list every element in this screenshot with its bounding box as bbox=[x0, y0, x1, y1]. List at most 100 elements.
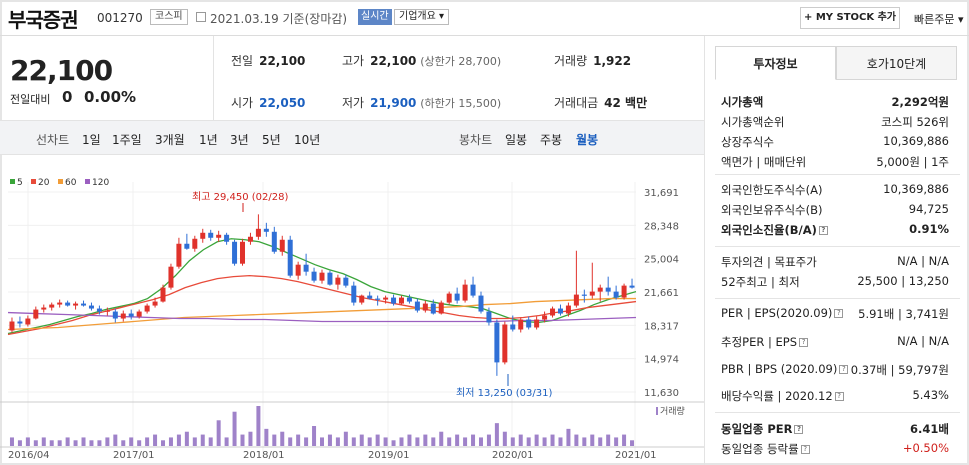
divider bbox=[715, 298, 960, 299]
candle-body bbox=[494, 322, 500, 363]
period-tab-10y[interactable]: 10년 bbox=[294, 133, 321, 147]
volume-bar bbox=[351, 437, 356, 446]
price-stats: 전일 22,100 고가 22,100 (상한가 28,700) 거래량 1,922 … bbox=[214, 36, 704, 120]
volume-bar bbox=[97, 440, 102, 446]
info-row-label: 동일업종 등락률? bbox=[721, 441, 810, 457]
period-tab-1y[interactable]: 1년 bbox=[199, 133, 218, 147]
add-my-stock-button[interactable]: + MY STOCK 추가 bbox=[800, 7, 900, 29]
candle-body bbox=[367, 295, 373, 299]
info-row-value: 5.91배 | 3,741원 bbox=[858, 307, 949, 321]
candle-body bbox=[192, 238, 198, 249]
candle-body bbox=[398, 297, 404, 304]
period-tab-3m[interactable]: 3개월 bbox=[155, 133, 185, 147]
period-tab-1d[interactable]: 1일 bbox=[82, 133, 101, 147]
info-row-label: 52주최고 | 최저 bbox=[721, 275, 800, 289]
volume-bar bbox=[105, 437, 110, 446]
candle-body bbox=[81, 303, 87, 306]
volume-bar bbox=[49, 440, 54, 446]
candle-body bbox=[383, 297, 389, 300]
volume-bar bbox=[550, 434, 555, 446]
candle-tab-weekly[interactable]: 주봉 bbox=[540, 133, 563, 147]
stat-lower-limit: (하한가 15,500) bbox=[420, 97, 502, 110]
candle-body bbox=[422, 303, 428, 311]
min-price-label: 최저 13,250 (03/31) bbox=[456, 387, 552, 399]
info-row-value: 0.91% bbox=[909, 222, 949, 236]
volume-bar bbox=[304, 437, 309, 446]
candle-body bbox=[526, 319, 532, 328]
help-icon[interactable]: ? bbox=[800, 445, 810, 454]
info-row-label: 시가총액순위 bbox=[721, 115, 785, 129]
stat-low-label: 저가 bbox=[342, 96, 365, 110]
candle-body bbox=[414, 301, 420, 311]
candle-body bbox=[112, 311, 118, 319]
candle-body bbox=[597, 287, 603, 292]
candle-body bbox=[120, 313, 126, 319]
period-tab-3y[interactable]: 3년 bbox=[230, 133, 249, 147]
price-chart[interactable]: 31,691 28,348 25,004 21,661 18,317 14,974 11,6… bbox=[0, 156, 704, 465]
stat-high-label: 고가 bbox=[342, 54, 365, 68]
candle-body bbox=[200, 232, 206, 239]
stat-high: 고가 22,100 (상한가 28,700) bbox=[342, 52, 501, 69]
period-tab-5y[interactable]: 5년 bbox=[262, 133, 281, 147]
volume-bar bbox=[137, 440, 142, 446]
volume-bar bbox=[502, 431, 507, 446]
stat-prev: 전일 22,100 bbox=[231, 52, 305, 69]
candle-tab-daily[interactable]: 일봉 bbox=[505, 133, 528, 147]
candle-body bbox=[295, 264, 301, 276]
candle-body bbox=[375, 298, 381, 300]
volume-bar bbox=[320, 437, 324, 446]
candle-body bbox=[502, 324, 508, 363]
volume-bar bbox=[176, 434, 181, 446]
quick-order-dropdown[interactable]: 빠른주문 ▾ bbox=[914, 11, 964, 27]
help-icon[interactable]: ? bbox=[799, 338, 809, 347]
candle-body bbox=[96, 308, 102, 312]
x-tick-label: 2020/01 bbox=[492, 450, 534, 461]
y-tick-label: 21,661 bbox=[644, 288, 679, 299]
volume-bar bbox=[113, 434, 118, 446]
help-icon[interactable]: ? bbox=[794, 425, 804, 434]
tab-investment-info[interactable]: 투자정보 bbox=[715, 46, 836, 80]
legend-swatch bbox=[58, 179, 63, 184]
stat-volume: 거래량 1,922 bbox=[554, 52, 631, 69]
volume-bar bbox=[439, 431, 444, 446]
investment-info-panel: 투자정보 호가10단계 시가총액 2,292억원 시가총액순위 코스피 526위 상장주… bbox=[704, 36, 969, 465]
ma-line-60 bbox=[7, 297, 636, 331]
period-tab-1w[interactable]: 1주일 bbox=[112, 133, 142, 147]
chevron-down-icon: ▾ bbox=[435, 11, 445, 22]
help-icon[interactable]: ? bbox=[818, 226, 828, 235]
volume-bar bbox=[431, 437, 436, 446]
volume-bar bbox=[57, 440, 62, 446]
volume-bar bbox=[17, 440, 22, 446]
y-tick-label: 11,630 bbox=[644, 388, 679, 399]
company-overview-dropdown[interactable]: 기업개요 ▾ bbox=[394, 9, 450, 25]
info-row-value: 0.37배 | 59,797원 bbox=[850, 363, 949, 377]
ma-line-120 bbox=[7, 311, 637, 323]
candle-tab-monthly[interactable]: 월봉 bbox=[576, 133, 599, 147]
tab-order-book[interactable]: 호가10단계 bbox=[836, 46, 957, 80]
candle-body bbox=[88, 305, 94, 309]
volume-bar bbox=[192, 437, 197, 446]
stat-open: 시가 22,050 bbox=[231, 94, 305, 111]
stat-open-label: 시가 bbox=[231, 96, 254, 110]
legend-swatch bbox=[85, 179, 90, 184]
volume-bar bbox=[184, 431, 189, 446]
volume-bar bbox=[359, 434, 364, 446]
stat-low-value: 21,900 bbox=[370, 96, 417, 110]
candle-body bbox=[573, 294, 579, 306]
candle-body bbox=[589, 291, 595, 296]
help-icon[interactable]: ? bbox=[834, 392, 844, 401]
candle-body bbox=[33, 309, 39, 319]
stat-open-value: 22,050 bbox=[259, 96, 306, 110]
help-icon[interactable]: ? bbox=[839, 365, 849, 374]
volume-bar bbox=[407, 434, 412, 446]
legend-label: 20 bbox=[38, 178, 50, 188]
live-button[interactable]: 실시간 bbox=[358, 9, 392, 25]
help-icon[interactable]: ? bbox=[834, 309, 844, 318]
change-rate: 0.00% bbox=[84, 88, 137, 106]
volume-bar bbox=[33, 440, 38, 446]
candle-body bbox=[430, 303, 436, 314]
stat-volume-label: 거래량 bbox=[554, 54, 588, 68]
calendar-icon bbox=[196, 12, 206, 22]
info-row-label: 배당수익률 | 2020.12? bbox=[721, 388, 844, 404]
volume-bar bbox=[558, 437, 563, 446]
